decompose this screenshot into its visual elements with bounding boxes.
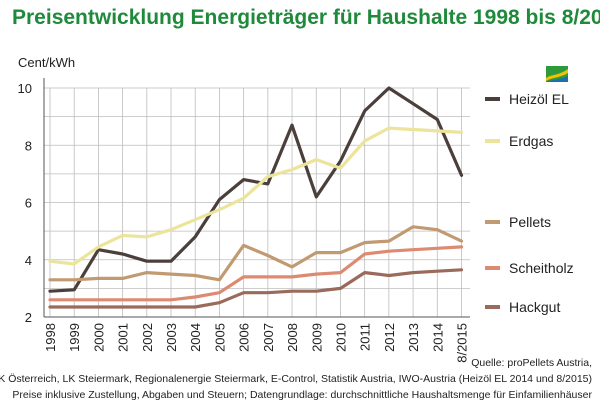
x-tick-label: 2004 bbox=[188, 323, 203, 352]
y-tick-label: 6 bbox=[25, 196, 32, 211]
chart-title: Preisentwicklung Energieträger für Haush… bbox=[12, 6, 600, 29]
y-tick-label: 10 bbox=[18, 81, 32, 96]
source-line-2: LK Österreich, LK Steiermark, Regionalen… bbox=[0, 373, 592, 385]
source-line-1: Quelle: proPellets Austria, bbox=[471, 357, 592, 369]
x-tick-label: 2010 bbox=[333, 323, 348, 352]
x-tick-label: 2009 bbox=[309, 323, 324, 352]
legend-label: Hackgut bbox=[509, 299, 560, 315]
series-line-scheitholz bbox=[48, 245, 464, 302]
x-tick-label: 2007 bbox=[261, 323, 276, 352]
y-tick-label: 2 bbox=[25, 310, 32, 325]
x-tick-label: 2014 bbox=[430, 323, 445, 352]
logo-flag-icon bbox=[546, 66, 568, 82]
x-tick-label: 2000 bbox=[91, 323, 106, 352]
x-tick-label: 2011 bbox=[358, 323, 373, 351]
x-tick-label: 2008 bbox=[285, 323, 300, 352]
x-tick-label: 2013 bbox=[406, 323, 421, 352]
y-tick-label: 8 bbox=[25, 138, 32, 153]
series-line-hackgut bbox=[48, 268, 464, 309]
x-tick-label: 2003 bbox=[164, 323, 179, 352]
y-axis-label: Cent/kWh bbox=[18, 55, 75, 70]
source-note: Quelle: proPellets Austria, LK Österreic… bbox=[0, 355, 592, 403]
x-tick-label: 1999 bbox=[67, 323, 82, 352]
x-tick-label: 2005 bbox=[212, 323, 227, 352]
y-tick-label: 4 bbox=[25, 253, 32, 268]
x-tick-label: 8/2015 bbox=[454, 323, 469, 363]
legend-label: Pellets bbox=[509, 214, 551, 230]
series-line-erdgas bbox=[48, 126, 464, 266]
legend-label: Erdgas bbox=[509, 133, 553, 149]
series-line-pellets bbox=[48, 225, 464, 282]
legend-label: Heizöl EL bbox=[509, 91, 569, 107]
source-line-3: Preise inklusive Zustellung, Abgaben und… bbox=[12, 389, 592, 401]
x-tick-label: 2001 bbox=[116, 323, 131, 352]
x-tick-label: 2002 bbox=[140, 323, 155, 352]
legend-label: Scheitholz bbox=[509, 260, 574, 276]
x-tick-label: 2006 bbox=[237, 323, 252, 352]
x-tick-label: 1998 bbox=[43, 323, 58, 352]
series-line-heiz-l-el bbox=[48, 86, 464, 293]
x-tick-label: 2012 bbox=[382, 323, 397, 352]
